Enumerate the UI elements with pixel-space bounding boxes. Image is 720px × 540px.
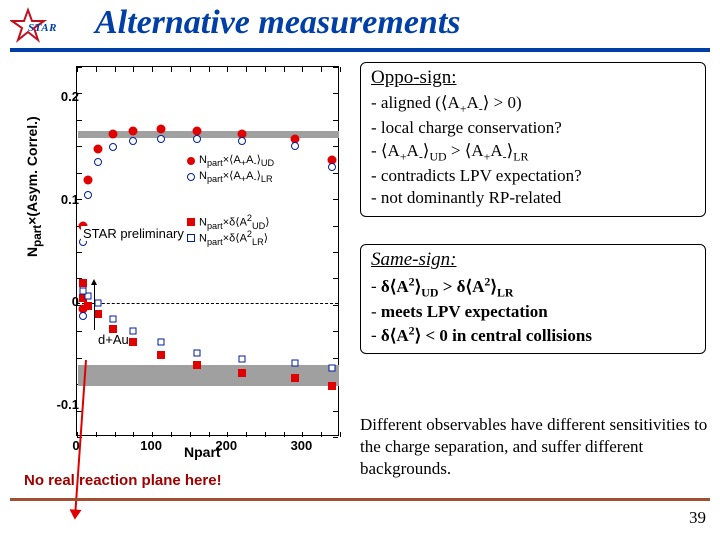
- chart-container: Npart×(Asym. Correl.) Npart Npart×⟨A+A-⟩…: [24, 62, 348, 462]
- dau-label: d+Au: [98, 332, 129, 347]
- same-line-0: - δ⟨A2⟩UD > δ⟨A2⟩LR: [371, 274, 695, 301]
- page-title: Alternative measurements: [95, 4, 461, 42]
- y-axis-label: Npart×(Asym. Correl.): [24, 116, 44, 257]
- page-number: 39: [689, 508, 706, 528]
- oppo-heading: Oppo-sign:: [371, 67, 695, 89]
- logo-text: STAR: [28, 22, 57, 34]
- same-line-1: - meets LPV expectation: [371, 301, 695, 323]
- title-rule: [10, 48, 710, 52]
- same-heading: Same-sign:: [371, 249, 695, 271]
- footer-rule: [10, 498, 710, 501]
- chart-plot-area: Npart×⟨A+A-⟩UDNpart×⟨A+A-⟩LRNpart×δ⟨A2UD…: [76, 66, 339, 436]
- same-line-2: - δ⟨A2⟩ < 0 in central collisions: [371, 323, 695, 347]
- oppo-line-0: - aligned (⟨A+A-⟩ > 0): [371, 92, 695, 117]
- oppo-line-3: - contradicts LPV expectation?: [371, 165, 695, 187]
- same-sign-box: Same-sign: - δ⟨A2⟩UD > δ⟨A2⟩LR - meets L…: [360, 244, 706, 354]
- summary-text: Different observables have different sen…: [360, 414, 708, 479]
- preliminary-label: STAR preliminary: [81, 226, 186, 241]
- no-reaction-plane-note: No real reaction plane here!: [24, 472, 222, 489]
- oppo-line-2: - ⟨A+A-⟩UD > ⟨A+A-⟩LR: [371, 140, 695, 165]
- oppo-line-4: - not dominantly RP-related: [371, 187, 695, 209]
- star-logo: STAR: [10, 6, 70, 46]
- oppo-sign-box: Oppo-sign: - aligned (⟨A+A-⟩ > 0) - loca…: [360, 62, 706, 217]
- oppo-line-1: - local charge conservation?: [371, 117, 695, 139]
- dau-arrow: [94, 284, 95, 330]
